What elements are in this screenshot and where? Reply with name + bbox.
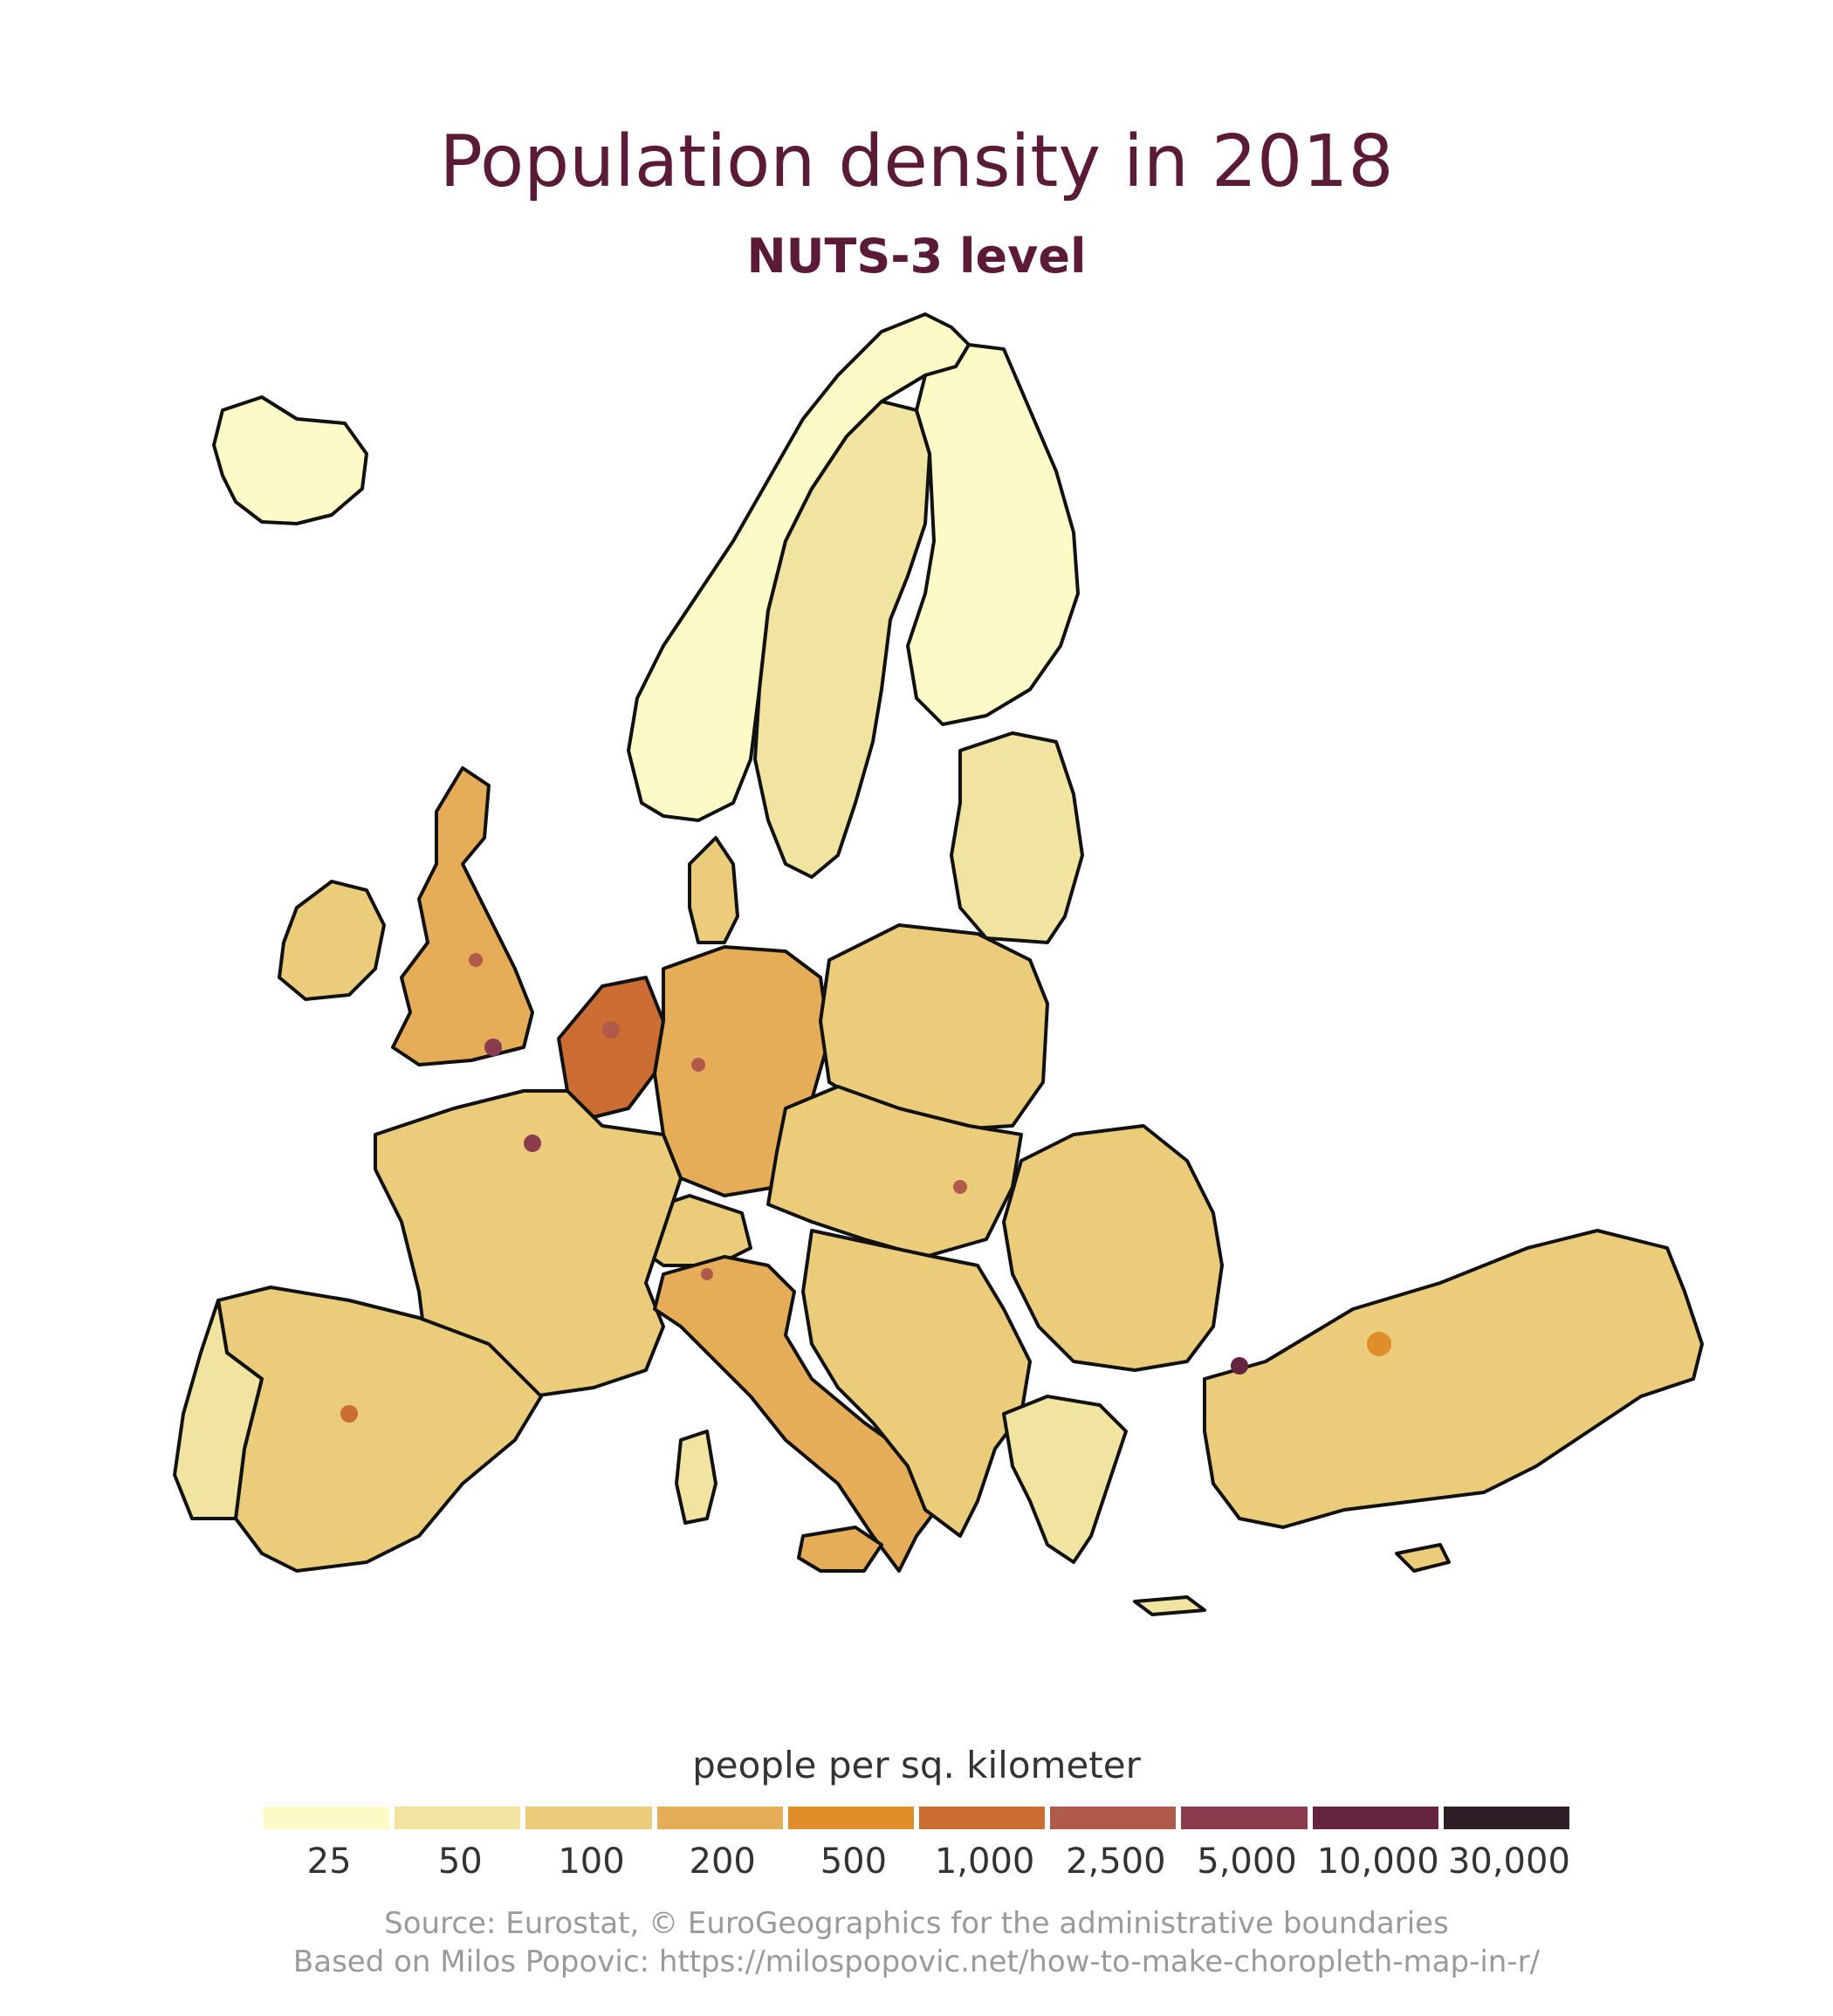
- legend-tick-labels: 25 50 100 200 500 1,000 2,500 5,000 10,0…: [264, 1841, 1575, 1894]
- legend-tick-label: 5,000: [1197, 1841, 1297, 1882]
- region-cyprus: [1395, 1543, 1451, 1573]
- legend-tick-label: 25: [306, 1841, 352, 1882]
- region-portugal: [173, 1299, 264, 1520]
- region-romania-bulgaria: [1002, 1124, 1224, 1372]
- region-sweden: [753, 400, 931, 879]
- region-poland: [819, 923, 1049, 1132]
- region-sicily: [797, 1526, 883, 1573]
- legend-swatch: [395, 1807, 521, 1829]
- legend-tick-label: 30,000: [1447, 1841, 1570, 1882]
- legend-swatch: [1181, 1807, 1308, 1829]
- legend-color-bar: [264, 1807, 1570, 1829]
- region-greece: [1002, 1395, 1128, 1564]
- legend-tick-label: 100: [558, 1841, 625, 1882]
- region-sardinia: [675, 1430, 717, 1525]
- legend-tick-label: 2,500: [1066, 1841, 1166, 1882]
- region-finland: [906, 343, 1080, 726]
- legend-tick-label: 1,000: [934, 1841, 1035, 1882]
- legend-swatch: [1312, 1807, 1438, 1829]
- region-denmark: [688, 836, 739, 944]
- legend-swatch: [787, 1807, 915, 1829]
- region-ireland: [278, 880, 386, 1001]
- region-france: [374, 1089, 683, 1398]
- region-great-britain: [391, 766, 534, 1066]
- attribution-caption: Based on Milos Popovic: https://milospop…: [292, 1944, 1541, 1979]
- source-caption: Source: Eurostat, © EuroGeographics for …: [384, 1906, 1449, 1941]
- legend-swatch: [264, 1807, 390, 1829]
- map-subtitle: NUTS-3 level: [746, 229, 1087, 284]
- region-baltics: [950, 731, 1084, 944]
- legend-title: people per sq. kilometer: [692, 1744, 1141, 1786]
- region-balkans: [801, 1229, 1032, 1538]
- legend-tick-label: 200: [689, 1841, 756, 1882]
- legend-swatch: [656, 1807, 783, 1829]
- map-title: Population density in 2018: [439, 120, 1394, 203]
- region-crete: [1133, 1595, 1206, 1616]
- legend-swatch: [919, 1807, 1046, 1829]
- region-turkey: [1203, 1229, 1704, 1529]
- legend-swatch: [525, 1807, 652, 1829]
- legend-tick-label: 500: [820, 1841, 888, 1882]
- urban-hotspots: [340, 953, 1391, 1423]
- region-italy: [653, 1255, 944, 1573]
- legend-tick-label: 10,000: [1316, 1841, 1439, 1882]
- region-iceland: [212, 395, 368, 525]
- legend-swatch: [1050, 1807, 1177, 1829]
- legend-tick-label: 50: [437, 1841, 483, 1882]
- region-central-europe: [766, 1085, 1023, 1258]
- legend-swatch: [1443, 1807, 1570, 1829]
